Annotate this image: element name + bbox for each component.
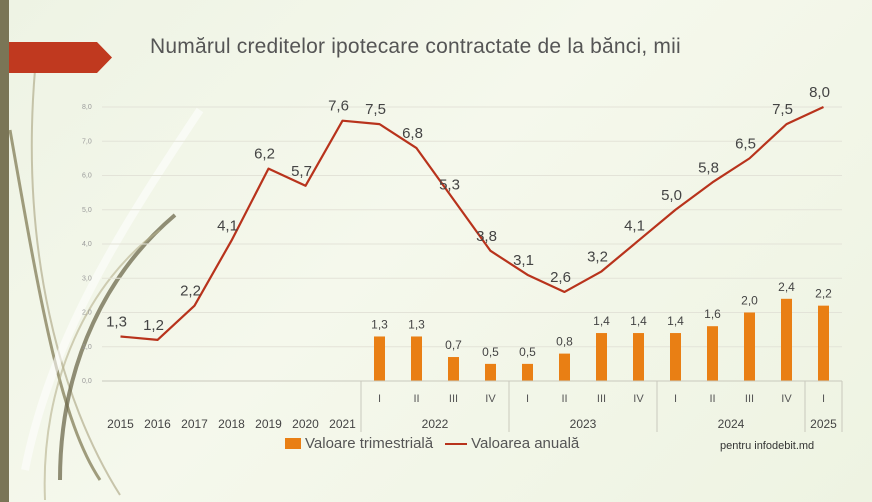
x-group-year-label: 2024 xyxy=(718,417,745,431)
line-data-label: 5,0 xyxy=(661,187,682,204)
line-data-label: 5,3 xyxy=(439,176,460,193)
line-data-label: 6,5 xyxy=(735,135,756,152)
y-tick-label: 2,0 xyxy=(82,310,92,317)
bar xyxy=(411,336,422,381)
data-labels: 1,3 1,3 0,7 0,5 0,5 0,8 1,4 1,4 1,4 1,6 2,0 2,4 2,2 1… xyxy=(106,84,832,359)
source-note: pentru infodebit.md xyxy=(720,440,815,452)
bar xyxy=(818,305,829,381)
x-tick-quarter: IV xyxy=(633,393,644,405)
legend-line-swatch xyxy=(445,442,468,445)
x-tick-year: 2016 xyxy=(144,417,171,431)
x-tick-quarter: I xyxy=(526,393,529,405)
x-tick-quarter: IV xyxy=(485,393,496,405)
line-data-label: 1,3 xyxy=(106,313,127,330)
bar xyxy=(596,333,607,381)
left-accent-bar xyxy=(0,0,9,502)
bar xyxy=(559,353,570,381)
line-data-label: 5,8 xyxy=(698,159,719,176)
line-data-label: 1,2 xyxy=(143,317,164,334)
line-data-label: 8,0 xyxy=(809,84,830,101)
line-data-label: 6,2 xyxy=(254,146,275,163)
line-data-label: 5,7 xyxy=(291,163,312,180)
line-data-label: 6,8 xyxy=(402,125,423,142)
legend-bar-label: Valoare trimestrială xyxy=(305,435,434,452)
y-axis-ticks: 0,0 1,0 2,0 3,0 4,0 5,0 6,0 7,0 8,0 xyxy=(82,104,92,385)
title-arrow-shape xyxy=(9,42,112,73)
y-tick-label: 4,0 xyxy=(82,241,92,248)
y-tick-label: 7,0 xyxy=(82,138,92,145)
bar-data-label: 0,5 xyxy=(482,345,499,359)
bar-data-label: 2,0 xyxy=(741,294,758,308)
legend-line-label: Valoarea anuală xyxy=(471,435,580,452)
x-tick-year: 2020 xyxy=(292,417,319,431)
x-group-year-label: 2025 xyxy=(810,417,837,431)
line-data-label: 3,2 xyxy=(587,248,608,265)
y-tick-label: 8,0 xyxy=(82,104,92,111)
bar-data-label: 0,8 xyxy=(556,335,573,349)
line-data-label: 3,1 xyxy=(513,252,534,269)
x-tick-quarter: II xyxy=(561,393,567,405)
x-tick-year: 2017 xyxy=(181,417,208,431)
y-tick-label: 6,0 xyxy=(82,173,92,180)
x-tick-year: 2015 xyxy=(107,417,134,431)
line-data-label: 4,1 xyxy=(624,218,645,235)
bar-data-label: 1,4 xyxy=(667,314,684,328)
bar-series xyxy=(374,298,829,381)
y-tick-label: 3,0 xyxy=(82,275,92,282)
x-tick-quarter: III xyxy=(745,393,754,405)
annual-line xyxy=(120,106,824,341)
bar xyxy=(448,357,459,381)
bar-data-label: 2,4 xyxy=(778,280,795,294)
y-tick-label: 5,0 xyxy=(82,207,92,214)
line-data-label: 7,5 xyxy=(365,101,386,118)
bar-data-label: 0,5 xyxy=(519,345,536,359)
x-tick-quarter: II xyxy=(413,393,419,405)
x-group-year-label: 2023 xyxy=(570,417,597,431)
bar-data-label: 1,4 xyxy=(593,314,610,328)
grid-layer xyxy=(102,106,842,382)
bar-data-label: 2,2 xyxy=(815,287,832,301)
x-tick-quarter: I xyxy=(822,393,825,405)
legend: Valoare trimestrială Valoarea anuală xyxy=(285,435,579,452)
line-data-label: 2,6 xyxy=(550,269,571,286)
bar-data-label: 1,6 xyxy=(704,307,721,321)
chart-title: Numărul creditelor ipotecare contractate… xyxy=(150,35,681,58)
bar-data-label: 1,3 xyxy=(371,317,388,331)
line-data-label: 3,8 xyxy=(476,228,497,245)
x-tick-quarter: III xyxy=(597,393,606,405)
x-tick-quarter: IV xyxy=(781,393,792,405)
bar xyxy=(485,363,496,381)
line-data-label: 2,2 xyxy=(180,283,201,300)
x-tick-year: 2018 xyxy=(218,417,245,431)
line-data-label: 4,1 xyxy=(217,218,238,235)
bar xyxy=(781,298,792,381)
line-series xyxy=(120,106,824,341)
x-tick-year: 2021 xyxy=(329,417,356,431)
bar xyxy=(744,312,755,381)
x-group-year-label: 2022 xyxy=(422,417,449,431)
x-tick-quarter: II xyxy=(709,393,715,405)
x-tick-year: 2019 xyxy=(255,417,282,431)
x-tick-quarter: I xyxy=(378,393,381,405)
line-data-label: 7,6 xyxy=(328,98,349,115)
bar xyxy=(707,326,718,381)
bar-data-label: 1,3 xyxy=(408,317,425,331)
bar xyxy=(670,333,681,381)
bar xyxy=(522,363,533,381)
x-tick-quarter: I xyxy=(674,393,677,405)
legend-bar-swatch xyxy=(285,438,301,449)
bar-data-label: 1,4 xyxy=(630,314,647,328)
y-tick-label: 0,0 xyxy=(82,378,92,385)
line-data-label: 7,5 xyxy=(772,101,793,118)
y-tick-label: 1,0 xyxy=(82,344,92,351)
bar-data-label: 0,7 xyxy=(445,338,462,352)
x-tick-quarter: III xyxy=(449,393,458,405)
bar xyxy=(633,333,644,381)
bar xyxy=(374,336,385,381)
